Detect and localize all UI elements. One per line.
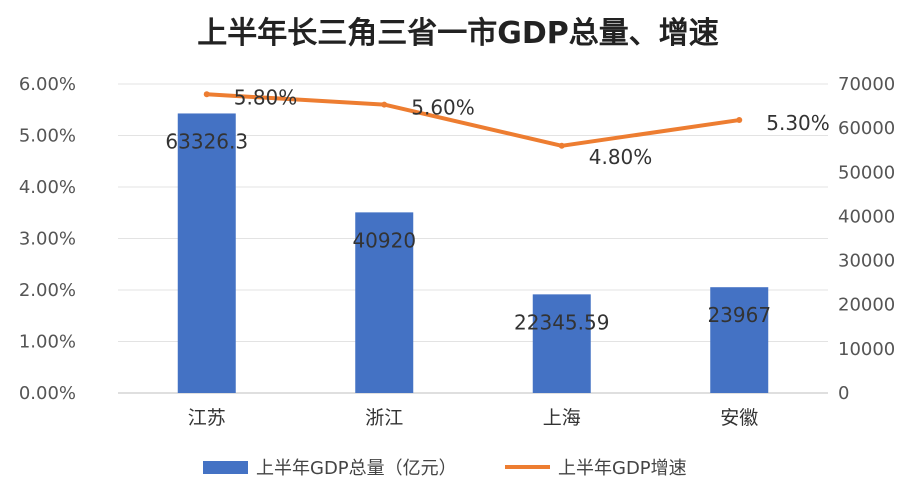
gdp-total-bars	[177, 113, 769, 393]
category-label: 安徽	[720, 407, 758, 429]
right-tick-label: 50000	[838, 162, 895, 183]
category-label: 上海	[543, 407, 581, 429]
right-tick-label: 60000	[838, 118, 895, 139]
right-axis-ticks: 0 10000 20000 30000 40000 50000 60000 70000	[838, 74, 895, 404]
line-value-label: 5.30%	[766, 111, 830, 135]
left-tick-label: 5.00%	[19, 126, 76, 147]
left-tick-label: 0.00%	[19, 383, 76, 404]
line-value-label: 5.60%	[411, 96, 475, 120]
bar-浙江	[355, 212, 414, 393]
legend: 上半年GDP总量（亿元） 上半年GDP增速	[203, 458, 687, 479]
growth-line-path	[204, 92, 742, 148]
right-tick-label: 30000	[838, 251, 895, 272]
right-tick-label: 0	[838, 383, 849, 404]
right-tick-label: 40000	[838, 206, 895, 227]
bar-data-labels: 63326.3 40920 22345.59 23967	[165, 129, 771, 334]
bar-value-label: 40920	[352, 228, 416, 252]
left-tick-label: 1.00%	[19, 332, 76, 353]
gdp-growth-line	[203, 91, 743, 149]
legend-bar-label: 上半年GDP总量（亿元）	[256, 458, 457, 479]
bar-上海	[532, 294, 591, 393]
left-tick-label: 6.00%	[19, 74, 76, 95]
bar-value-label: 22345.59	[514, 310, 609, 334]
category-label: 浙江	[365, 407, 403, 429]
chart-title: 上半年长三角三省一市GDP总量、增速	[197, 16, 719, 51]
left-tick-label: 3.00%	[19, 229, 76, 250]
bar-安徽	[710, 287, 769, 393]
bar-江苏	[177, 113, 236, 393]
right-tick-label: 70000	[838, 74, 895, 95]
category-label: 江苏	[188, 407, 226, 429]
bar-value-label: 63326.3	[165, 129, 248, 153]
growth-point	[736, 117, 743, 124]
gridlines	[118, 83, 828, 394]
right-tick-label: 10000	[838, 339, 895, 360]
right-tick-label: 20000	[838, 295, 895, 316]
growth-point	[558, 142, 565, 149]
line-data-labels: 5.80% 5.60% 4.80% 5.30%	[234, 85, 830, 169]
line-value-label: 4.80%	[589, 145, 653, 169]
left-tick-label: 2.00%	[19, 280, 76, 301]
legend-line-label: 上半年GDP增速	[558, 458, 687, 479]
legend-bar-swatch	[203, 461, 248, 474]
growth-point	[381, 101, 388, 108]
left-axis-ticks: 0.00% 1.00% 2.00% 3.00% 4.00% 5.00% 6.00%	[19, 74, 76, 404]
left-tick-label: 4.00%	[19, 177, 76, 198]
bar-value-label: 23967	[707, 303, 771, 327]
growth-point	[203, 91, 210, 98]
category-labels: 江苏 浙江 上海 安徽	[188, 407, 759, 429]
line-value-label: 5.80%	[234, 85, 298, 109]
